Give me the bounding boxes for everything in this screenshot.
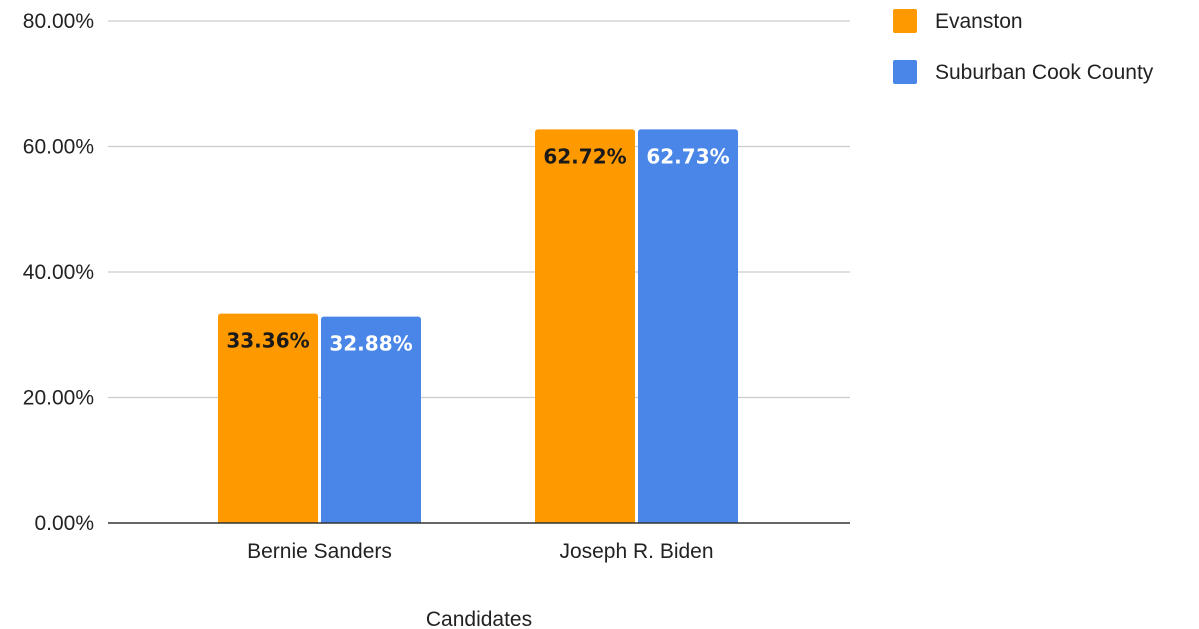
data-label: 32.88%: [329, 332, 412, 356]
y-tick-label: 80.00%: [23, 10, 94, 33]
legend: Evanston Suburban Cook County: [893, 9, 1154, 84]
data-label: 62.73%: [646, 144, 729, 168]
legend-label: Evanston: [935, 10, 1023, 33]
bars: [218, 129, 738, 523]
data-label: 33.36%: [226, 329, 309, 353]
y-axis-tick-labels: 0.00% 20.00% 40.00% 60.00% 80.00%: [23, 10, 94, 535]
y-tick-label: 60.00%: [23, 136, 94, 159]
bar-suburban-cook-county-bernie-sanders: [321, 316, 421, 523]
legend-swatch: [893, 9, 917, 33]
x-category-label: Bernie Sanders: [247, 540, 392, 563]
x-category-label: Joseph R. Biden: [559, 540, 713, 563]
data-label: 62.72%: [543, 144, 626, 168]
x-axis-category-labels: Bernie Sanders Joseph R. Biden: [247, 540, 713, 563]
legend-label: Suburban Cook County: [935, 61, 1154, 84]
x-axis-title: Candidates: [426, 608, 532, 629]
bar-evanston-bernie-sanders: [218, 313, 318, 523]
y-tick-label: 20.00%: [23, 387, 94, 410]
y-tick-label: 0.00%: [34, 512, 94, 535]
data-labels: 33.36% 32.88% 62.72% 62.73%: [226, 144, 729, 355]
bar-suburban-cook-county-joseph-r-biden: [638, 129, 738, 523]
y-tick-label: 40.00%: [23, 261, 94, 284]
legend-swatch: [893, 60, 917, 84]
bar-evanston-joseph-r-biden: [535, 129, 635, 523]
